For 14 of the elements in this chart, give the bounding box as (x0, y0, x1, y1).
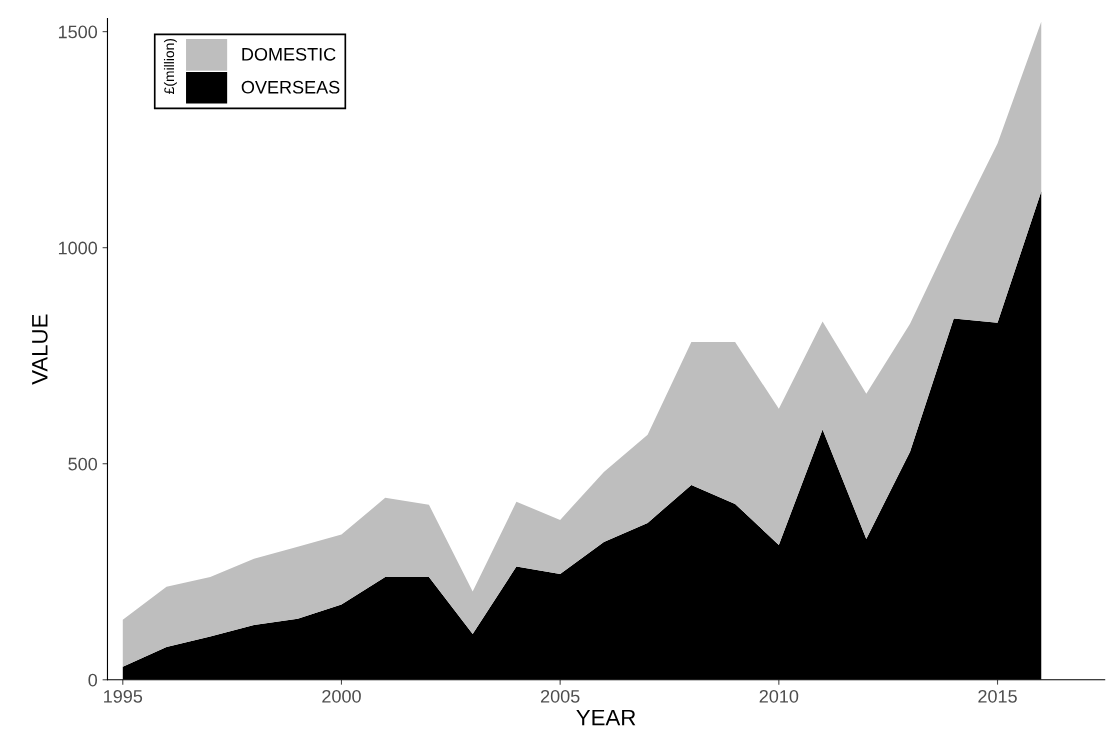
x-tick-label: 2005 (540, 689, 580, 703)
legend-label: DOMESTIC (242, 47, 336, 61)
x-tick-label: 1995 (104, 689, 143, 703)
legend-title: £(million) (163, 38, 177, 94)
x-tick-label: 2000 (322, 689, 361, 703)
y-axis-title: VALUE (32, 314, 48, 385)
x-axis-title: YEAR (576, 709, 636, 726)
x-tick-label: 2010 (759, 689, 799, 703)
y-tick-label: 0 (88, 673, 98, 687)
y-tick-label: 1000 (58, 241, 98, 255)
x-tick-label: 2015 (978, 689, 1017, 703)
y-tick-label: 500 (68, 457, 98, 471)
legend-label: OVERSEAS (241, 80, 340, 94)
y-tick-label: 1500 (58, 25, 98, 39)
